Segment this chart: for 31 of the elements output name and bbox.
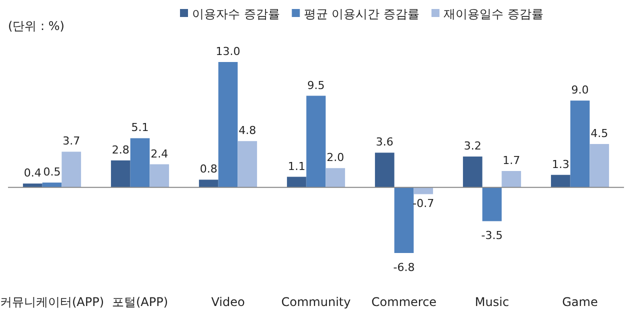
data-label: 2.4 bbox=[150, 147, 168, 160]
data-label: 3.7 bbox=[62, 134, 80, 148]
x-tick-label: 커뮤니케이터(APP) bbox=[0, 295, 104, 309]
data-label: 1.7 bbox=[502, 154, 520, 168]
data-label: 0.4 bbox=[24, 166, 42, 180]
x-tick-label: Game bbox=[562, 295, 598, 309]
data-label: 13.0 bbox=[216, 45, 240, 58]
data-label: 9.5 bbox=[307, 78, 325, 92]
legend-label: 평균 이용시간 증감률 bbox=[304, 7, 420, 21]
data-label: 3.6 bbox=[376, 136, 394, 149]
data-label: 9.0 bbox=[571, 84, 589, 97]
data-label: 4.8 bbox=[238, 124, 256, 138]
data-label: 4.5 bbox=[590, 126, 608, 140]
data-label: -6.8 bbox=[393, 261, 415, 274]
data-label: 2.8 bbox=[112, 143, 130, 156]
legend-label: 재이용일수 증감률 bbox=[443, 7, 544, 21]
data-label: 0.5 bbox=[43, 166, 61, 179]
x-tick-label: Commerce bbox=[371, 295, 437, 309]
x-tick-label: 포털(APP) bbox=[112, 295, 168, 309]
x-tick-label: Video bbox=[211, 295, 245, 309]
data-label: 5.1 bbox=[131, 121, 149, 134]
text: (단위 : %) bbox=[8, 19, 64, 33]
data-label: 1.3 bbox=[552, 158, 570, 171]
data-label: 1.1 bbox=[288, 160, 306, 173]
x-tick-label: Community bbox=[281, 295, 351, 309]
data-label: 2.0 bbox=[326, 151, 344, 164]
data-label: 3.2 bbox=[464, 140, 482, 153]
data-label: -3.5 bbox=[481, 229, 503, 242]
x-tick-label: Music bbox=[474, 295, 510, 309]
legend-label: 이용자수 증감률 bbox=[192, 7, 280, 21]
data-label: 0.8 bbox=[200, 162, 218, 176]
